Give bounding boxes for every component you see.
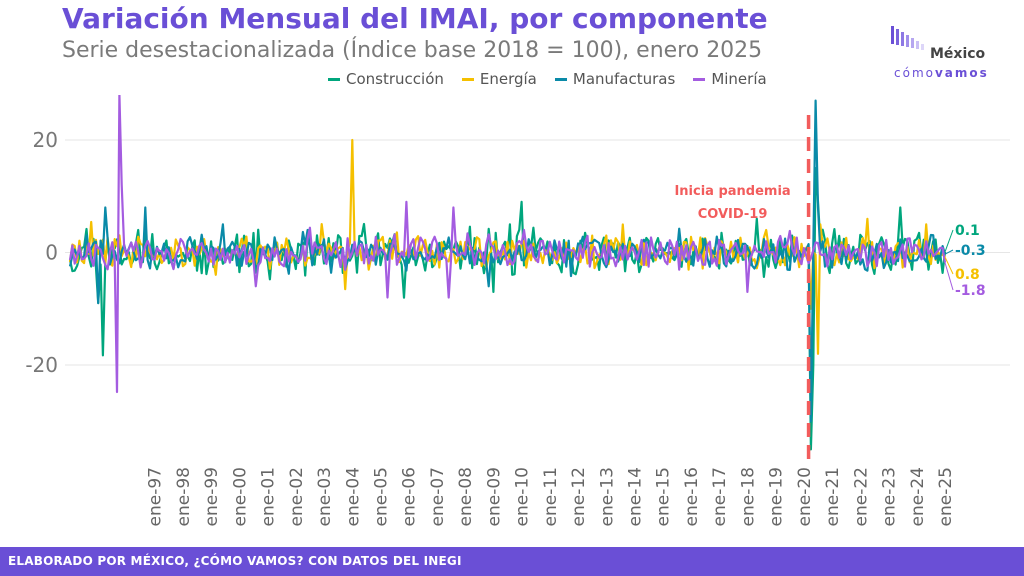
y-tick-label: 20 — [33, 128, 58, 152]
x-tick-label: ene-10 — [513, 467, 533, 526]
x-tick-label: ene-04 — [343, 467, 363, 526]
pandemic-label-line1: Inicia pandemia — [674, 184, 790, 199]
x-tick-label: ene-16 — [682, 467, 702, 526]
chart-title: Variación Mensual del IMAI, por componen… — [62, 2, 768, 35]
x-tick-label: ene-11 — [541, 467, 561, 526]
legend-item-mineria: Minería — [693, 70, 767, 88]
series-line-mineria — [68, 95, 947, 394]
x-tick-label: ene-14 — [626, 467, 646, 526]
series-line-energia — [68, 138, 946, 355]
footer-bar: ELABORADO POR MÉXICO, ¿CÓMO VAMOS? CON D… — [0, 547, 1024, 576]
x-tick-label: ene-03 — [315, 467, 335, 526]
series-layer — [68, 95, 947, 451]
x-tick-label: ene-15 — [654, 467, 674, 526]
logo-tagline-light: cómo — [894, 66, 935, 80]
legend-swatch-construccion — [328, 77, 340, 81]
legend-label-mineria: Minería — [711, 70, 767, 88]
x-tick-label: ene-12 — [569, 467, 589, 526]
x-tick-label: ene-17 — [710, 467, 730, 526]
y-tick-label: 0 — [45, 241, 58, 265]
end-label-leader-construccion — [944, 229, 954, 253]
legend-swatch-manufacturas — [554, 77, 567, 81]
x-tick-label: ene-19 — [767, 467, 787, 526]
x-tick-label: ene-01 — [259, 467, 279, 526]
end-label-energia: 0.8 — [955, 267, 980, 283]
end-label-mineria: -1.8 — [955, 283, 986, 299]
x-tick-label: ene-25 — [936, 467, 956, 526]
x-tick-label: ene-98 — [174, 467, 194, 526]
x-tick-label: ene-13 — [597, 467, 617, 526]
end-label-manufacturas: -0.3 — [955, 243, 986, 259]
x-tick-label: ene-18 — [738, 467, 758, 526]
end-label-construccion: 0.1 — [955, 223, 980, 239]
legend: Construcción Energía Manufacturas Minerí… — [328, 70, 767, 88]
x-tick-label: ene-06 — [400, 467, 420, 526]
chart-subtitle: Serie desestacionalizada (Índice base 20… — [62, 38, 763, 63]
footer-text: ELABORADO POR MÉXICO, ¿CÓMO VAMOS? CON D… — [8, 554, 462, 568]
x-tick-label: ene-22 — [851, 467, 871, 526]
legend-label-manufacturas: Manufacturas — [572, 70, 676, 88]
legend-swatch-energia — [461, 77, 474, 81]
x-tick-label: ene-09 — [484, 467, 504, 526]
x-tick-label: ene-20 — [795, 467, 815, 526]
legend-label-energia: Energía — [479, 70, 537, 88]
legend-label-construccion: Construcción — [346, 70, 444, 88]
logo-tagline-bold: vamos — [934, 66, 989, 80]
x-tick-label: ene-05 — [371, 467, 391, 526]
end-label-leader-energia — [944, 256, 954, 275]
end-label-layer: 0.1 0.8 -0.3 -1.8 — [944, 223, 986, 299]
x-tick-label: ene-02 — [287, 467, 307, 526]
x-tick-label: ene-07 — [428, 467, 448, 526]
legend-swatch-mineria — [693, 77, 706, 81]
annotation-layer: Inicia pandemia COVID-19 — [674, 115, 811, 460]
x-tick-label: ene-24 — [908, 467, 928, 526]
x-tick-label: ene-21 — [823, 467, 843, 526]
x-tick-label: ene-08 — [456, 467, 476, 526]
y-tick-label: -20 — [25, 353, 58, 377]
logo-word: México — [930, 46, 986, 62]
end-label-leader-manufacturas — [944, 249, 954, 255]
x-tick-label: ene-23 — [880, 467, 900, 526]
brand-logo: México cómovamos — [890, 22, 1008, 82]
pandemic-label-line2: COVID-19 — [698, 207, 768, 222]
legend-item-construccion: Construcción — [328, 70, 444, 88]
legend-item-energia: Energía — [461, 70, 537, 88]
legend-item-manufacturas: Manufacturas — [554, 70, 676, 88]
logo-bars-icon — [891, 26, 924, 50]
axis-layer: ene-97 ene-98 ene-99 ene-00 ene-01 ene-02 ene-… — [146, 467, 956, 526]
x-tick-label: ene-97 — [146, 467, 166, 526]
x-tick-label: ene-99 — [202, 467, 222, 526]
logo-tagline: cómovamos — [894, 66, 989, 80]
end-label-leader-mineria — [944, 262, 954, 291]
x-tick-label: ene-00 — [230, 467, 250, 526]
